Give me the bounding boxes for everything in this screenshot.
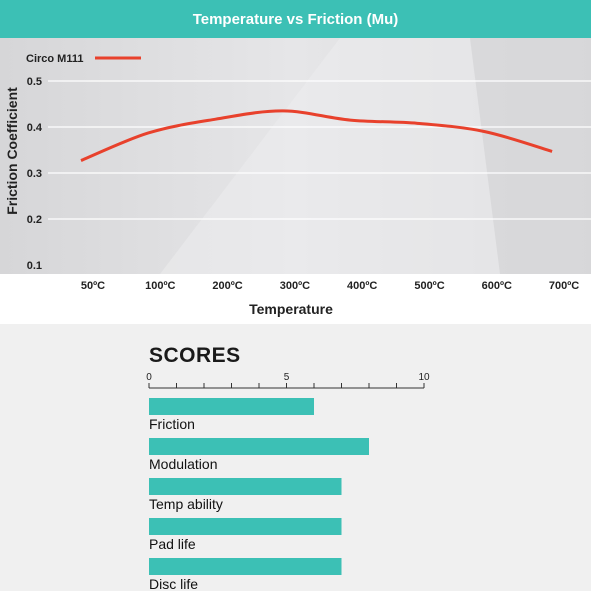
score-bar-label: Temp ability xyxy=(149,496,223,512)
score-bar-label: Disc life xyxy=(149,576,198,591)
y-axis-label: Friction Coefficient xyxy=(4,87,20,215)
y-tick-label: 0.2 xyxy=(27,214,42,226)
line-chart: 0.5 0.4 0.3 0.2 0.1 50ºC 100ºC 200ºC 300ºC 400ºC… xyxy=(0,38,591,317)
score-bar xyxy=(149,398,314,415)
line-chart-panel: 0.5 0.4 0.3 0.2 0.1 50ºC 100ºC 200ºC 300ºC 400ºC… xyxy=(0,38,591,324)
scores-title: SCORES xyxy=(149,344,241,367)
score-bar xyxy=(149,558,342,575)
y-tick-label: 0.3 xyxy=(27,168,42,180)
x-tick-label: 600ºC xyxy=(482,280,512,292)
score-bar-label: Modulation xyxy=(149,456,218,472)
scores-axis-label: 10 xyxy=(418,372,430,383)
score-bar xyxy=(149,518,342,535)
score-bar-label: Friction xyxy=(149,416,195,432)
scores-chart: 0 5 10 Friction Modulation Temp ability Pad l… xyxy=(146,372,430,591)
y-tick-label: 0.5 xyxy=(27,76,42,88)
legend-label: Circo M111 xyxy=(26,53,83,65)
x-tick-label: 200ºC xyxy=(212,280,242,292)
scores-panel: 0 5 10 Friction Modulation Temp ability Pad l… xyxy=(0,324,591,591)
x-tick-label: 500ºC xyxy=(414,280,444,292)
scores-axis-label: 5 xyxy=(284,372,290,383)
series-line-circo-m111 xyxy=(80,109,553,162)
y-tick-label: 0.4 xyxy=(27,122,43,134)
scores-axis-label: 0 xyxy=(146,372,152,383)
score-bar xyxy=(149,438,369,455)
y-tick-label: 0.1 xyxy=(27,260,42,272)
score-bar-label: Pad life xyxy=(149,536,196,552)
plot-stripe xyxy=(160,38,591,274)
chart-title: Temperature vs Friction (Mu) xyxy=(0,0,591,38)
x-tick-label: 300ºC xyxy=(280,280,310,292)
score-bar xyxy=(149,478,342,495)
x-tick-label: 100ºC xyxy=(145,280,175,292)
x-tick-label: 400ºC xyxy=(347,280,377,292)
x-tick-label: 700ºC xyxy=(549,280,579,292)
x-tick-label: 50ºC xyxy=(81,280,105,292)
plot-stripe xyxy=(470,38,591,274)
x-axis-label: Temperature xyxy=(249,301,333,317)
